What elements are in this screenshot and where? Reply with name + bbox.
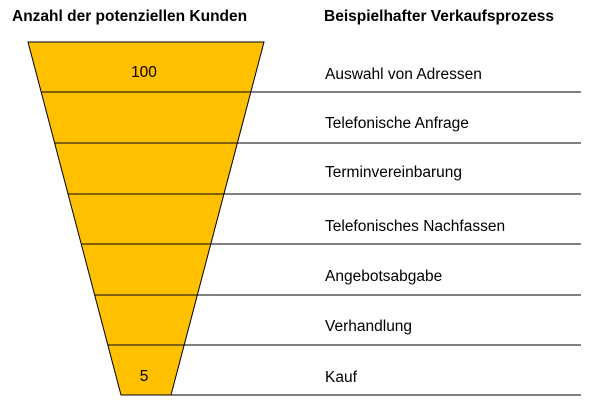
stage-label-1: Auswahl von Adressen	[325, 66, 482, 83]
funnel-shape	[27, 41, 265, 396]
stage-label-7: Kauf	[325, 369, 357, 386]
stage-label-6: Verhandlung	[325, 318, 413, 335]
funnel-top-value: 100	[131, 64, 157, 81]
stage-label-4: Telefonisches Nachfassen	[325, 218, 506, 235]
process-heading: Beispielhafter Verkaufsprozess	[324, 8, 555, 25]
stage-label-3: Terminvereinbarung	[325, 164, 462, 181]
stage-label-5: Angebotsabgabe	[325, 268, 443, 285]
funnel-heading: Anzahl der potenziellen Kunden	[12, 8, 248, 25]
stage-label-2: Telefonische Anfrage	[325, 115, 469, 132]
funnel-bottom-value: 5	[139, 368, 149, 385]
